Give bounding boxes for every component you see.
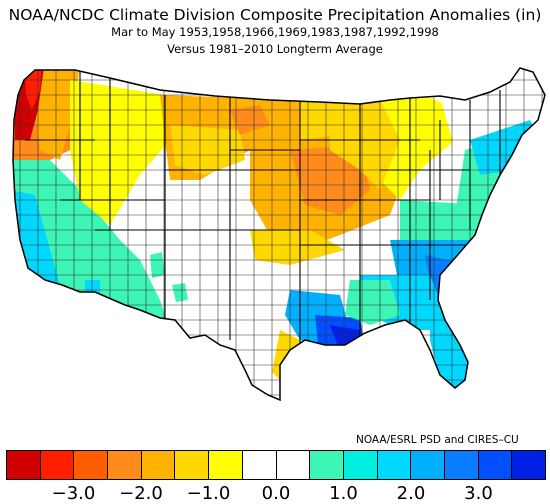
color-swatch [276,451,311,479]
color-swatch [377,451,412,479]
color-swatch [343,451,378,479]
color-swatch [478,451,513,479]
colorbar-tick-label: 0.0 [261,483,291,504]
color-swatch [444,451,479,479]
color-swatch [242,451,277,479]
data-credit: NOAA/ESRL PSD and CIRES–CU [356,434,519,446]
map-title: NOAA/NCDC Climate Division Composite Pre… [8,6,542,24]
colorbar-tick-label: 1.0 [329,483,358,504]
precipitation-anomaly-map [12,67,546,402]
colorbar-tick-label: −1.0 [186,483,231,504]
color-swatch [7,451,41,479]
color-swatch [310,451,344,479]
color-swatch [40,451,75,479]
color-swatch [209,451,243,479]
color-scale-legend [6,450,546,480]
colorbar-tick-label: −2.0 [119,483,163,504]
color-swatch [411,451,445,479]
us-outline [12,67,546,402]
color-swatch [512,451,545,479]
color-swatch [141,451,176,479]
color-swatch [74,451,109,479]
color-swatch [108,451,142,479]
map-baseline-note: Versus 1981–2010 Longterm Average [167,42,383,56]
colorbar-tick-label: 2.0 [396,483,426,504]
colorbar-tick-label: −3.0 [51,483,96,504]
colorbar-tick-label: 3.0 [464,483,493,504]
color-swatch [175,451,210,479]
map-subtitle: Mar to May 1953,1958,1966,1969,1983,1987… [111,25,439,39]
state-boundaries [25,70,501,350]
